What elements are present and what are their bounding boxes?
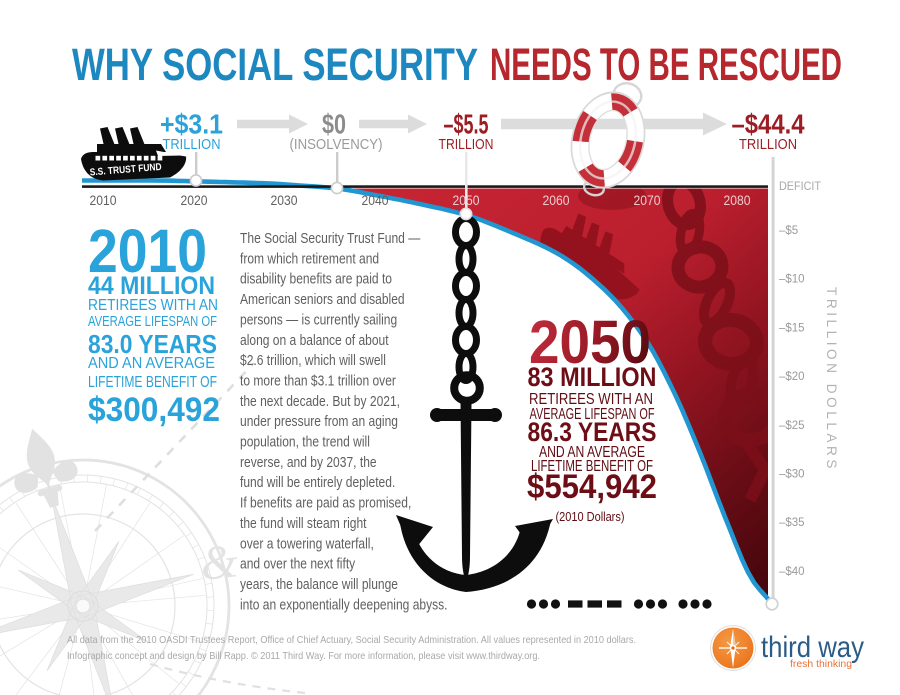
svg-text:–$44.4: –$44.4 (732, 109, 805, 140)
svg-text:RETIREES WITH AN: RETIREES WITH AN (529, 391, 653, 408)
svg-text:(2010 Dollars): (2010 Dollars) (556, 510, 625, 524)
svg-text:–$5.5: –$5.5 (444, 109, 489, 140)
svg-text:AVERAGE LIFESPAN OF: AVERAGE LIFESPAN OF (530, 406, 655, 423)
svg-text:+$3.1: +$3.1 (160, 109, 223, 140)
svg-text:TRILLION: TRILLION (739, 136, 797, 153)
svg-text:third way: third way (761, 631, 864, 664)
svg-text:Infographic concept and design: Infographic concept and design by Bill R… (67, 650, 540, 662)
svg-text:2040: 2040 (362, 193, 389, 208)
svg-text:AVERAGE LIFESPAN OF: AVERAGE LIFESPAN OF (88, 313, 217, 330)
svg-text:LIFETIME BENEFIT OF: LIFETIME BENEFIT OF (88, 374, 217, 391)
svg-text:2050: 2050 (529, 308, 651, 376)
svg-text:under pressure from an aging: under pressure from an aging (240, 414, 398, 430)
svg-text:into an exponentially deepenin: into an exponentially deepening abyss. (240, 597, 448, 613)
svg-text:$554,942: $554,942 (527, 468, 657, 506)
svg-text:TRILLION: TRILLION (163, 136, 221, 153)
svg-text:2050: 2050 (453, 193, 480, 208)
svg-text:the fund will steam right: the fund will steam right (240, 516, 367, 532)
svg-text:reverse, and by 2037, the: reverse, and by 2037, the (240, 455, 377, 471)
svg-text:44 MILLION: 44 MILLION (88, 272, 215, 300)
svg-text:$0: $0 (322, 109, 346, 140)
svg-text:AND AN AVERAGE: AND AN AVERAGE (539, 444, 645, 461)
svg-text:WHY SOCIAL SECURITY: WHY SOCIAL SECURITY (72, 39, 478, 90)
svg-text:–$40: –$40 (779, 566, 805, 578)
svg-text:83 MILLION: 83 MILLION (528, 362, 657, 392)
svg-text:2060: 2060 (543, 193, 570, 208)
svg-text:years, the balance will plunge: years, the balance will plunge (240, 577, 398, 593)
svg-text:2010: 2010 (90, 193, 117, 208)
svg-text:fresh thinking: fresh thinking (790, 658, 852, 670)
svg-text:&: & (198, 534, 241, 591)
svg-text:The Social Security Trust Fund: The Social Security Trust Fund — (240, 231, 421, 247)
svg-text:along on a balance of about: along on a balance of about (240, 333, 389, 349)
svg-text:AND AN AVERAGE: AND AN AVERAGE (88, 355, 215, 372)
svg-text:American seniors and disabled: American seniors and disabled (240, 292, 405, 308)
svg-text:DEFICIT: DEFICIT (779, 179, 822, 193)
svg-text:2070: 2070 (634, 193, 661, 208)
svg-text:–$35: –$35 (779, 517, 805, 529)
svg-text:86.3 YEARS: 86.3 YEARS (528, 417, 657, 447)
svg-text:2020: 2020 (181, 193, 208, 208)
svg-text:NEEDS TO BE RESCUED: NEEDS TO BE RESCUED (490, 39, 842, 90)
svg-text:persons — is currently sailing: persons — is currently sailing (240, 312, 397, 328)
svg-text:83.0 YEARS: 83.0 YEARS (88, 329, 217, 359)
svg-text:–$15: –$15 (779, 322, 805, 334)
svg-text:$2.6 trillion, which will swel: $2.6 trillion, which will swell (240, 353, 386, 369)
svg-text:disability benefits are paid t: disability benefits are paid to (240, 272, 392, 288)
svg-text:LIFETIME BENEFIT OF: LIFETIME BENEFIT OF (531, 458, 653, 475)
svg-text:All data from the 2010 OASDI T: All data from the 2010 OASDI Trustees Re… (67, 634, 636, 646)
svg-text:2030: 2030 (271, 193, 298, 208)
svg-text:2080: 2080 (724, 193, 751, 208)
svg-text:(INSOLVENCY): (INSOLVENCY) (290, 136, 383, 153)
svg-text:RETIREES WITH AN: RETIREES WITH AN (88, 297, 218, 314)
svg-text:to more than $3.1 trillion ove: to more than $3.1 trillion over (240, 373, 396, 389)
svg-text:population, the trend will: population, the trend will (240, 435, 370, 451)
svg-text:TRILLION DOLLARS: TRILLION DOLLARS (824, 287, 839, 472)
svg-text:–$20: –$20 (779, 371, 805, 383)
svg-text:–$25: –$25 (779, 420, 805, 432)
svg-text:–$10: –$10 (779, 274, 805, 286)
svg-text:If benefits are paid as promis: If benefits are paid as promised, (240, 496, 411, 512)
svg-text:over a towering waterfall,: over a towering waterfall, (240, 536, 374, 552)
svg-text:2010: 2010 (88, 217, 207, 285)
svg-text:–$5: –$5 (779, 225, 798, 237)
svg-text:the next decade. But by 2021,: the next decade. But by 2021, (240, 394, 400, 410)
svg-text:and over the next fifty: and over the next fifty (240, 557, 356, 573)
svg-text:TRILLION: TRILLION (439, 136, 494, 153)
svg-text:fund will be entirely depleted: fund will be entirely depleted. (240, 475, 395, 491)
svg-text:–$30: –$30 (779, 469, 805, 481)
svg-text:from which retirement and: from which retirement and (240, 251, 379, 267)
svg-text:$300,492: $300,492 (88, 391, 220, 429)
